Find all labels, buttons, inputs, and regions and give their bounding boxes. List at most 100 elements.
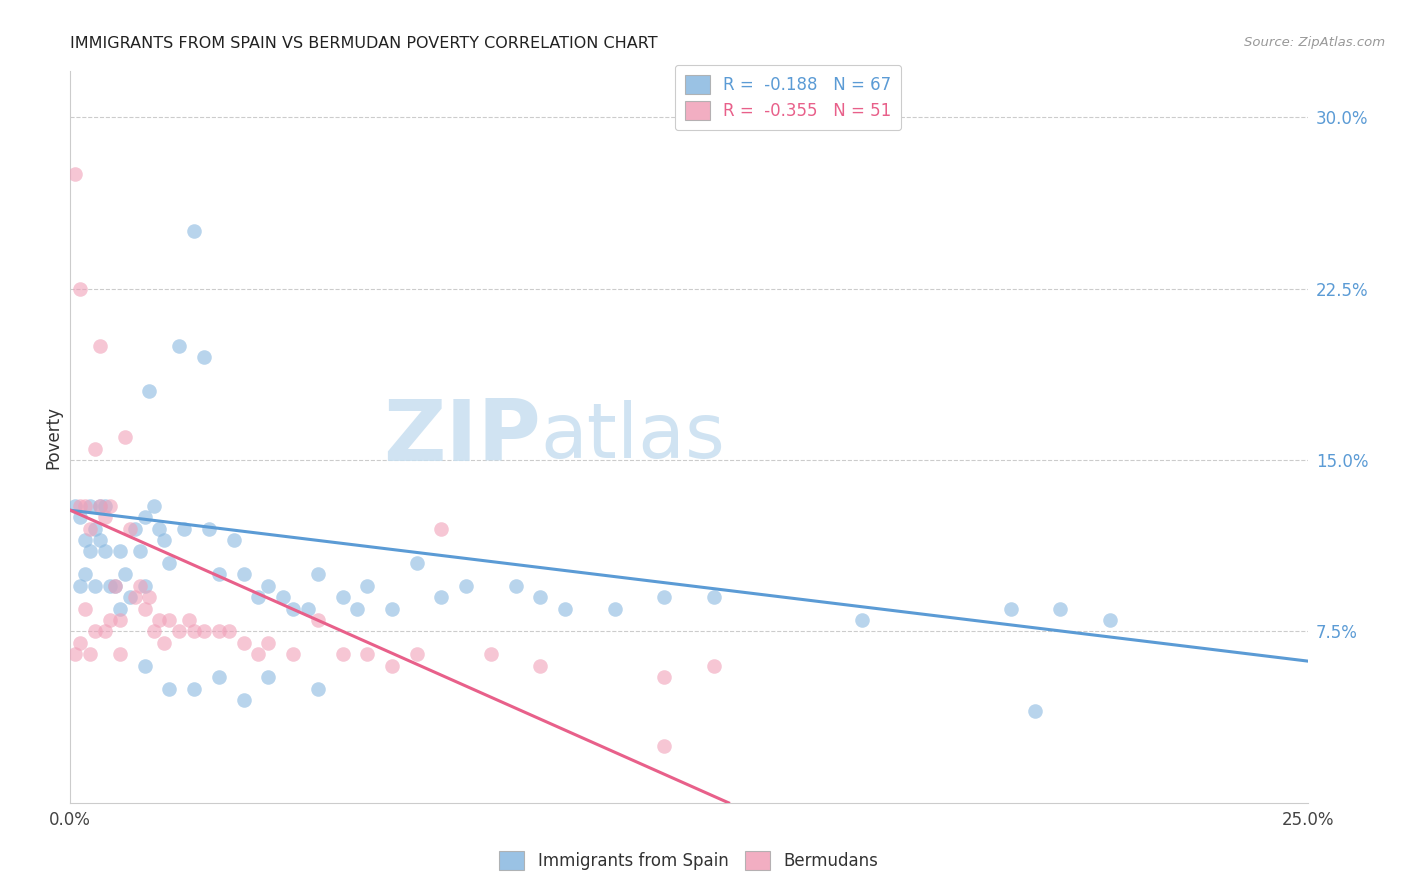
Point bbox=[89, 338, 111, 352]
Point bbox=[247, 647, 270, 661]
Legend: Immigrants from Spain, Bermudans: Immigrants from Spain, Bermudans bbox=[491, 843, 887, 879]
Point bbox=[479, 647, 502, 661]
Point bbox=[124, 590, 146, 604]
Point bbox=[1000, 601, 1022, 615]
Point bbox=[98, 613, 121, 627]
Point bbox=[108, 613, 131, 627]
Point bbox=[108, 544, 131, 558]
Point bbox=[430, 521, 453, 535]
Point bbox=[356, 579, 378, 593]
Point bbox=[134, 601, 156, 615]
Point bbox=[89, 499, 111, 513]
Point bbox=[177, 613, 200, 627]
Point bbox=[89, 499, 111, 513]
Point bbox=[69, 499, 91, 513]
Point bbox=[153, 636, 176, 650]
Point bbox=[257, 670, 280, 684]
Point bbox=[307, 681, 329, 696]
Point bbox=[652, 590, 675, 604]
Point bbox=[222, 533, 245, 547]
Point bbox=[157, 613, 180, 627]
Point bbox=[346, 601, 368, 615]
Point bbox=[430, 590, 453, 604]
Point bbox=[84, 624, 107, 639]
Point bbox=[94, 510, 117, 524]
Point bbox=[89, 533, 111, 547]
Point bbox=[157, 681, 180, 696]
Point bbox=[69, 579, 91, 593]
Point bbox=[134, 579, 156, 593]
Point bbox=[69, 281, 91, 295]
Point bbox=[114, 567, 136, 582]
Point bbox=[98, 499, 121, 513]
Point bbox=[281, 647, 304, 661]
Point bbox=[307, 613, 329, 627]
Point bbox=[143, 499, 166, 513]
Point bbox=[118, 590, 141, 604]
Point bbox=[153, 533, 176, 547]
Point bbox=[65, 167, 87, 181]
Point bbox=[108, 601, 131, 615]
Point bbox=[138, 590, 160, 604]
Point bbox=[505, 579, 527, 593]
Point bbox=[128, 544, 150, 558]
Text: ZIP: ZIP bbox=[382, 395, 540, 479]
Point bbox=[183, 624, 205, 639]
Point bbox=[1049, 601, 1071, 615]
Point bbox=[84, 521, 107, 535]
Point bbox=[69, 636, 91, 650]
Point bbox=[104, 579, 127, 593]
Point bbox=[208, 624, 231, 639]
Point bbox=[603, 601, 626, 615]
Point bbox=[381, 658, 404, 673]
Point bbox=[118, 521, 141, 535]
Point bbox=[167, 624, 190, 639]
Point bbox=[104, 579, 127, 593]
Text: atlas: atlas bbox=[540, 401, 725, 474]
Text: Source: ZipAtlas.com: Source: ZipAtlas.com bbox=[1244, 36, 1385, 49]
Point bbox=[332, 647, 354, 661]
Y-axis label: Poverty: Poverty bbox=[44, 406, 62, 468]
Point bbox=[79, 647, 101, 661]
Point bbox=[281, 601, 304, 615]
Point bbox=[405, 647, 427, 661]
Point bbox=[257, 636, 280, 650]
Point bbox=[232, 693, 254, 707]
Point bbox=[208, 567, 231, 582]
Point bbox=[218, 624, 240, 639]
Point bbox=[128, 579, 150, 593]
Point bbox=[456, 579, 478, 593]
Point bbox=[65, 647, 87, 661]
Point bbox=[138, 384, 160, 399]
Point bbox=[271, 590, 294, 604]
Point bbox=[381, 601, 404, 615]
Point bbox=[183, 224, 205, 238]
Point bbox=[167, 338, 190, 352]
Point bbox=[124, 521, 146, 535]
Point bbox=[232, 567, 254, 582]
Point bbox=[529, 590, 551, 604]
Point bbox=[193, 350, 215, 364]
Point bbox=[148, 521, 170, 535]
Point bbox=[257, 579, 280, 593]
Point bbox=[405, 556, 427, 570]
Point bbox=[198, 521, 221, 535]
Point bbox=[134, 658, 156, 673]
Text: IMMIGRANTS FROM SPAIN VS BERMUDAN POVERTY CORRELATION CHART: IMMIGRANTS FROM SPAIN VS BERMUDAN POVERT… bbox=[70, 36, 658, 51]
Point bbox=[529, 658, 551, 673]
Point bbox=[84, 442, 107, 456]
Point bbox=[79, 499, 101, 513]
Point bbox=[173, 521, 195, 535]
Point bbox=[98, 579, 121, 593]
Point bbox=[75, 533, 97, 547]
Point bbox=[1024, 705, 1046, 719]
Point bbox=[84, 579, 107, 593]
Point bbox=[652, 670, 675, 684]
Point bbox=[307, 567, 329, 582]
Point bbox=[75, 567, 97, 582]
Point bbox=[703, 590, 725, 604]
Point bbox=[1098, 613, 1121, 627]
Point bbox=[65, 499, 87, 513]
Point bbox=[108, 647, 131, 661]
Point bbox=[114, 430, 136, 444]
